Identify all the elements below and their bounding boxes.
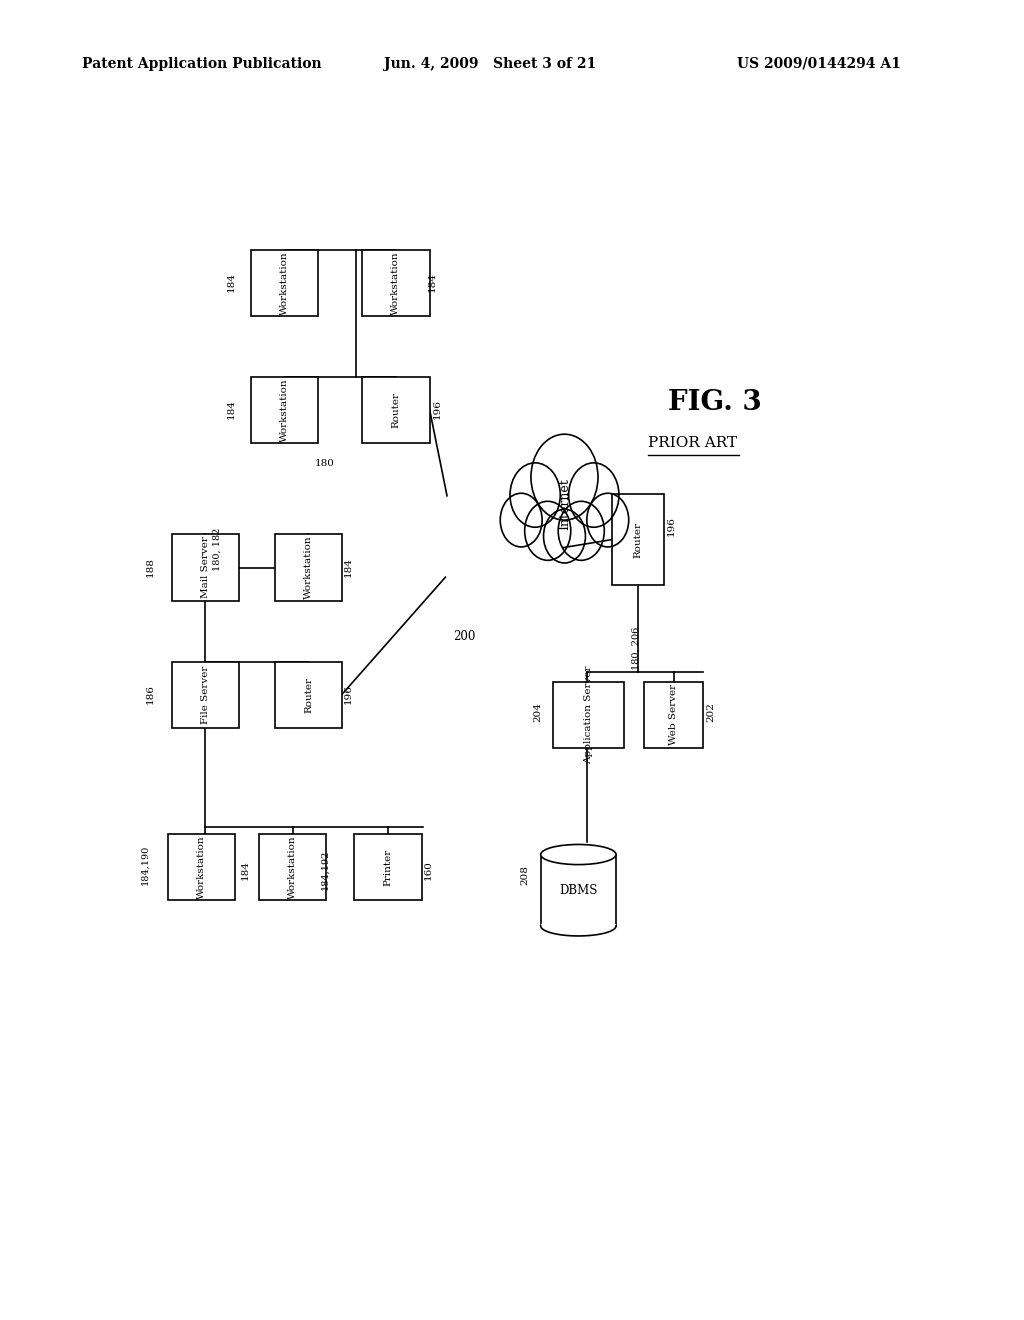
Text: 184: 184 (344, 557, 353, 577)
FancyBboxPatch shape (172, 535, 240, 601)
Text: 184: 184 (428, 272, 437, 292)
Text: 196: 196 (344, 684, 353, 704)
Circle shape (531, 434, 598, 520)
FancyBboxPatch shape (168, 834, 236, 900)
FancyBboxPatch shape (251, 378, 318, 444)
Circle shape (544, 510, 586, 564)
Text: 196: 196 (667, 516, 675, 536)
Circle shape (558, 502, 604, 560)
Text: Workstation: Workstation (304, 536, 313, 599)
Text: Router: Router (304, 677, 313, 713)
FancyBboxPatch shape (644, 682, 703, 748)
Text: Patent Application Publication: Patent Application Publication (82, 57, 322, 71)
Text: US 2009/0144294 A1: US 2009/0144294 A1 (737, 57, 901, 71)
Text: DBMS: DBMS (559, 883, 598, 896)
Text: Router: Router (634, 521, 642, 557)
Ellipse shape (541, 916, 616, 936)
Text: 196: 196 (433, 400, 442, 420)
Text: Application Server: Application Server (584, 665, 593, 764)
Text: FIG. 3: FIG. 3 (668, 389, 762, 416)
FancyBboxPatch shape (362, 249, 430, 315)
Circle shape (587, 494, 629, 546)
FancyBboxPatch shape (553, 682, 624, 748)
FancyBboxPatch shape (259, 834, 327, 900)
Text: 184,192: 184,192 (321, 850, 330, 890)
Text: Jun. 4, 2009   Sheet 3 of 21: Jun. 4, 2009 Sheet 3 of 21 (384, 57, 596, 71)
Text: 180: 180 (314, 459, 335, 467)
Text: Workstation: Workstation (391, 251, 400, 314)
Text: File Server: File Server (201, 665, 210, 723)
Text: Mail Server: Mail Server (201, 536, 210, 598)
Text: 180, 206: 180, 206 (632, 627, 640, 671)
Text: Web Server: Web Server (669, 684, 678, 746)
Text: 202: 202 (707, 702, 716, 722)
FancyBboxPatch shape (172, 661, 240, 727)
Text: 200: 200 (454, 630, 476, 643)
Text: 186: 186 (145, 684, 155, 704)
Text: 160: 160 (424, 859, 432, 880)
Text: Workstation: Workstation (281, 378, 289, 442)
Text: Workstation: Workstation (197, 836, 206, 899)
FancyBboxPatch shape (274, 535, 342, 601)
Text: 184: 184 (226, 272, 236, 292)
FancyBboxPatch shape (354, 834, 422, 900)
FancyBboxPatch shape (362, 378, 430, 444)
Circle shape (568, 463, 618, 527)
Text: Router: Router (391, 392, 400, 428)
Text: Printer: Printer (383, 849, 392, 886)
Text: 208: 208 (520, 865, 529, 884)
Text: PRIOR ART: PRIOR ART (648, 436, 737, 450)
Text: Workstation: Workstation (281, 251, 289, 314)
Ellipse shape (541, 845, 616, 865)
Text: Internet: Internet (558, 478, 571, 529)
Text: 184: 184 (241, 859, 250, 880)
Text: 204: 204 (534, 702, 542, 722)
Text: 188: 188 (145, 557, 155, 577)
Text: 184: 184 (226, 400, 236, 420)
Text: Workstation: Workstation (288, 836, 297, 899)
Text: 184,190: 184,190 (141, 845, 150, 884)
FancyBboxPatch shape (612, 494, 664, 585)
Circle shape (524, 502, 570, 560)
Text: 180, 182: 180, 182 (212, 528, 221, 572)
Circle shape (510, 463, 560, 527)
Circle shape (501, 494, 542, 546)
FancyBboxPatch shape (251, 249, 318, 315)
FancyBboxPatch shape (274, 661, 342, 727)
